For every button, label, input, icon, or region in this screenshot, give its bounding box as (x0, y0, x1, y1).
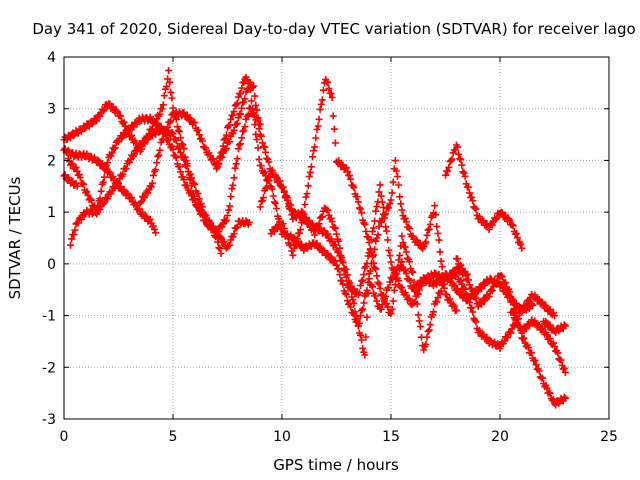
grid (64, 57, 609, 419)
x-tick-label: 10 (273, 429, 291, 445)
chart-title: Day 341 of 2020, Sidereal Day-to-day VTE… (32, 20, 635, 38)
y-tick-label: 0 (47, 257, 56, 273)
series-track-14 (540, 317, 569, 337)
series-markers (442, 141, 526, 252)
y-tick-label: 3 (47, 102, 56, 118)
y-tick-label: -1 (42, 309, 56, 325)
plot-frame (63, 56, 610, 420)
y-tick-label: 2 (47, 153, 56, 169)
series-markers (540, 317, 569, 337)
y-axis-ticks: -3 -2 -1 0 1 2 3 4 (42, 50, 609, 428)
x-axis-label: GPS time / hours (273, 456, 399, 474)
y-axis-label: SDTVAR / TECUs (6, 176, 24, 299)
series-track-11 (442, 141, 526, 252)
x-axis-ticks: 0 5 10 15 20 25 (60, 57, 618, 445)
x-tick-label: 20 (491, 429, 509, 445)
series-markers (507, 308, 569, 376)
y-tick-label: 1 (47, 205, 56, 221)
y-tick-label: -2 (42, 360, 56, 376)
y-tick-label: -3 (42, 412, 56, 428)
y-tick-label: 4 (47, 50, 56, 66)
series-track-5 (64, 104, 264, 236)
x-tick-label: 5 (169, 429, 178, 445)
x-tick-label: 0 (60, 429, 69, 445)
x-tick-label: 15 (382, 429, 400, 445)
series-markers (64, 104, 264, 236)
data-points (60, 67, 569, 409)
series-track-13 (507, 308, 569, 376)
x-tick-label: 25 (600, 429, 618, 445)
